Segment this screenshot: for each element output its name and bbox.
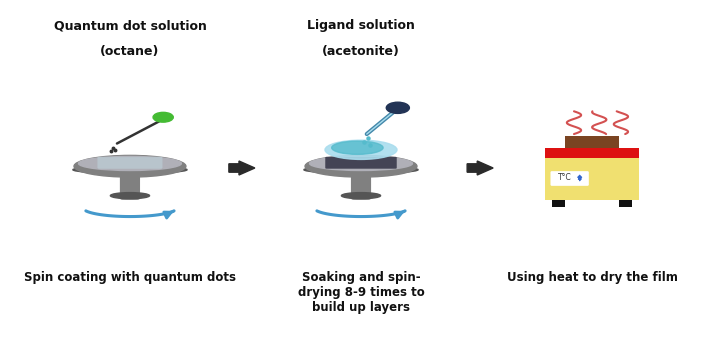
FancyArrow shape <box>467 161 493 175</box>
FancyArrow shape <box>229 161 255 175</box>
FancyBboxPatch shape <box>121 174 139 199</box>
Ellipse shape <box>325 140 397 159</box>
FancyBboxPatch shape <box>565 136 619 148</box>
Ellipse shape <box>342 193 380 199</box>
Ellipse shape <box>304 166 418 174</box>
Ellipse shape <box>305 155 417 177</box>
Ellipse shape <box>310 156 412 170</box>
Text: Quantum dot solution: Quantum dot solution <box>53 19 206 32</box>
FancyBboxPatch shape <box>325 157 397 169</box>
Text: (octane): (octane) <box>100 46 160 58</box>
Text: T°C: T°C <box>558 173 573 182</box>
Text: ◆: ◆ <box>577 174 583 181</box>
Text: Spin coating with quantum dots: Spin coating with quantum dots <box>24 271 236 284</box>
FancyBboxPatch shape <box>97 157 162 168</box>
Text: Using heat to dry the film: Using heat to dry the film <box>507 271 677 284</box>
Text: Ligand solution: Ligand solution <box>307 19 415 32</box>
Ellipse shape <box>73 166 187 174</box>
Ellipse shape <box>331 141 383 154</box>
Text: Soaking and spin-
drying 8-9 times to
build up layers: Soaking and spin- drying 8-9 times to bu… <box>297 271 425 314</box>
FancyBboxPatch shape <box>352 174 370 199</box>
Ellipse shape <box>74 155 186 177</box>
Circle shape <box>386 102 409 113</box>
Ellipse shape <box>110 193 149 199</box>
FancyBboxPatch shape <box>619 199 632 207</box>
FancyBboxPatch shape <box>552 199 565 207</box>
FancyBboxPatch shape <box>545 148 639 158</box>
Circle shape <box>153 112 173 122</box>
Ellipse shape <box>79 156 181 170</box>
FancyBboxPatch shape <box>551 172 588 186</box>
FancyBboxPatch shape <box>545 158 639 199</box>
Text: (acetonite): (acetonite) <box>322 46 400 58</box>
